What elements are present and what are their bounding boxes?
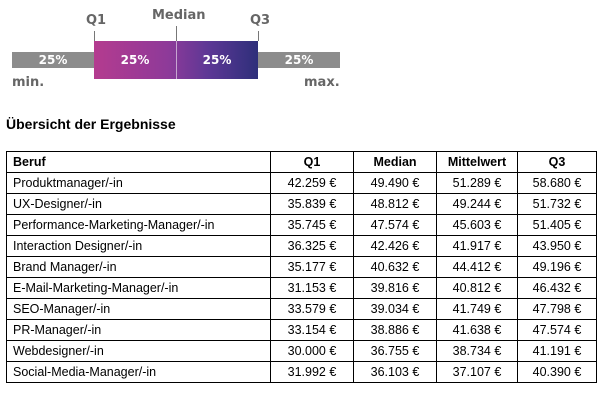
- cell-median: 36.103 €: [353, 361, 437, 383]
- cell-q1: 35.839 €: [270, 193, 354, 215]
- table-row: Social-Media-Manager/-in 31.992 €36.103 €…: [6, 361, 597, 383]
- cell-q3: 47.798 €: [517, 298, 597, 320]
- cell-mittelwert: 41.917 €: [436, 235, 518, 257]
- cell-q3: 58.680 €: [517, 172, 597, 194]
- table-row: UX-Designer/-in 35.839 €48.812 €49.244 €5…: [6, 193, 597, 215]
- header-median: Median: [353, 151, 437, 173]
- cell-q3: 41.191 €: [517, 340, 597, 362]
- cell-q3: 46.432 €: [517, 277, 597, 299]
- cell-beruf: PR-Manager/-in: [6, 319, 271, 341]
- table-header-row: Beruf Q1 Median Mittelwert Q3: [6, 151, 597, 173]
- cell-mittelwert: 45.603 €: [436, 214, 518, 236]
- cell-q1: 33.154 €: [270, 319, 354, 341]
- cell-q1: 30.000 €: [270, 340, 354, 362]
- cell-mittelwert: 40.812 €: [436, 277, 518, 299]
- cell-mittelwert: 49.244 €: [436, 193, 518, 215]
- cell-mittelwert: 37.107 €: [436, 361, 518, 383]
- cell-median: 39.034 €: [353, 298, 437, 320]
- cell-median: 42.426 €: [353, 235, 437, 257]
- median-label: Median: [152, 8, 206, 23]
- cell-beruf: Brand Manager/-in: [6, 256, 271, 278]
- cell-beruf: Webdesigner/-in: [6, 340, 271, 362]
- table-row: Webdesigner/-in 30.000 €36.755 €38.734 €4…: [6, 340, 597, 362]
- q3-tick: [258, 31, 259, 41]
- cell-q1: 42.259 €: [270, 172, 354, 194]
- q1-label: Q1: [86, 13, 107, 28]
- cell-q1: 33.579 €: [270, 298, 354, 320]
- cell-median: 47.574 €: [353, 214, 437, 236]
- cell-median: 40.632 €: [353, 256, 437, 278]
- cell-beruf: E-Mail-Marketing-Manager/-in: [6, 277, 271, 299]
- min-label: min.: [12, 75, 45, 90]
- cell-beruf: UX-Designer/-in: [6, 193, 271, 215]
- cell-beruf: Produktmanager/-in: [6, 172, 271, 194]
- table-row: Brand Manager/-in 35.177 €40.632 €44.412 …: [6, 256, 597, 278]
- cell-mittelwert: 51.289 €: [436, 172, 518, 194]
- cell-mittelwert: 44.412 €: [436, 256, 518, 278]
- results-heading: Übersicht der Ergebnisse: [6, 116, 176, 132]
- table-row: SEO-Manager/-in 33.579 €39.034 €41.749 €4…: [6, 298, 597, 320]
- cell-q3: 47.574 €: [517, 319, 597, 341]
- upper-whisker-segment: 25%: [258, 52, 340, 68]
- cell-q1: 31.992 €: [270, 361, 354, 383]
- cell-beruf: Performance-Marketing-Manager/-in: [6, 214, 271, 236]
- cell-q1: 35.745 €: [270, 214, 354, 236]
- cell-q3: 51.732 €: [517, 193, 597, 215]
- table-row: Interaction Designer/-in 36.325 €42.426 €…: [6, 235, 597, 257]
- table-row: Performance-Marketing-Manager/-in 35.745 …: [6, 214, 597, 236]
- median-line: [176, 41, 177, 79]
- max-label: max.: [304, 75, 340, 90]
- cell-beruf: Social-Media-Manager/-in: [6, 361, 271, 383]
- lower-box-segment: 25%: [120, 53, 150, 67]
- cell-median: 36.755 €: [353, 340, 437, 362]
- q1-tick: [94, 31, 95, 41]
- header-q1: Q1: [270, 151, 354, 173]
- q3-label: Q3: [250, 13, 271, 28]
- header-beruf: Beruf: [6, 151, 271, 173]
- header-mittelwert: Mittelwert: [436, 151, 518, 173]
- cell-median: 39.816 €: [353, 277, 437, 299]
- cell-q3: 40.390 €: [517, 361, 597, 383]
- cell-q3: 51.405 €: [517, 214, 597, 236]
- header-q3: Q3: [517, 151, 597, 173]
- cell-mittelwert: 41.749 €: [436, 298, 518, 320]
- cell-median: 49.490 €: [353, 172, 437, 194]
- cell-q1: 31.153 €: [270, 277, 354, 299]
- table-row: Produktmanager/-in 42.259 €49.490 €51.289…: [6, 172, 597, 194]
- cell-beruf: Interaction Designer/-in: [6, 235, 271, 257]
- cell-mittelwert: 41.638 €: [436, 319, 518, 341]
- cell-q3: 43.950 €: [517, 235, 597, 257]
- results-table: Beruf Q1 Median Mittelwert Q3 Produktman…: [6, 151, 597, 383]
- cell-beruf: SEO-Manager/-in: [6, 298, 271, 320]
- upper-box-segment: 25%: [202, 53, 232, 67]
- cell-median: 38.886 €: [353, 319, 437, 341]
- cell-median: 48.812 €: [353, 193, 437, 215]
- cell-q1: 35.177 €: [270, 256, 354, 278]
- cell-q1: 36.325 €: [270, 235, 354, 257]
- lower-whisker-segment: 25%: [12, 52, 94, 68]
- cell-q3: 49.196 €: [517, 256, 597, 278]
- cell-mittelwert: 38.734 €: [436, 340, 518, 362]
- table-row: PR-Manager/-in 33.154 €38.886 €41.638 €47…: [6, 319, 597, 341]
- table-row: E-Mail-Marketing-Manager/-in 31.153 €39.8…: [6, 277, 597, 299]
- boxplot-legend: Q1 Median Q3 25% 25% 25% 25% min. max.: [0, 0, 616, 95]
- median-tick: [176, 26, 177, 41]
- table-body: Produktmanager/-in 42.259 €49.490 €51.289…: [6, 172, 597, 383]
